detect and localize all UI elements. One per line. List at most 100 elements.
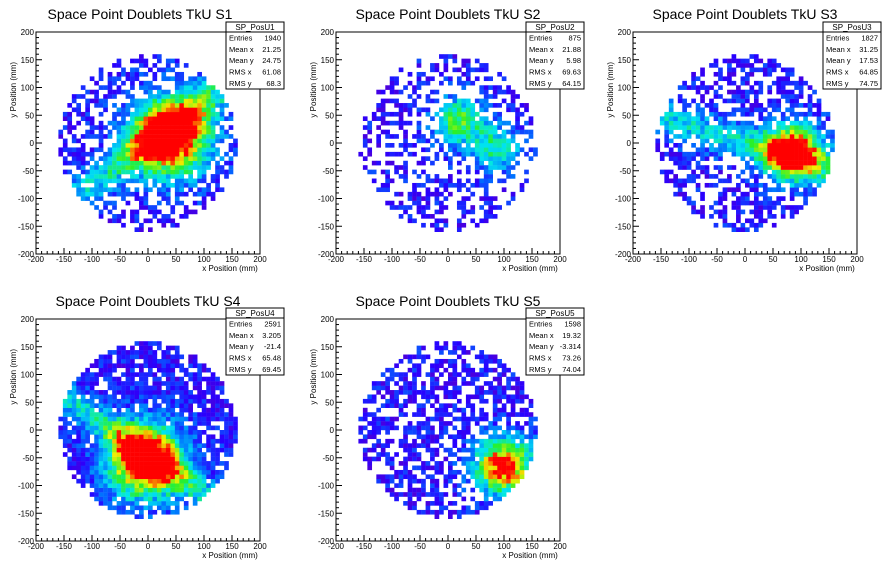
heatmap-cell	[165, 381, 171, 386]
heatmap-cell	[179, 398, 185, 404]
heatmap-cell	[421, 160, 426, 166]
heatmap-cell	[143, 452, 149, 457]
heatmap-cell	[152, 421, 158, 426]
heatmap-cell	[412, 89, 417, 95]
heatmap-cell	[116, 478, 122, 484]
heatmap-cell	[156, 151, 162, 157]
y-tick-label: -200	[615, 250, 632, 259]
heatmap-cell	[430, 214, 435, 219]
heatmap-cell	[206, 487, 211, 493]
heatmap-cell	[789, 165, 795, 170]
heatmap-cell	[430, 63, 435, 68]
heatmap-cell	[188, 178, 193, 184]
heatmap-cell	[501, 385, 507, 391]
heatmap-cell	[430, 385, 435, 391]
heatmap-cell	[116, 469, 122, 475]
heatmap-cell	[98, 425, 104, 431]
heatmap-cell	[179, 94, 185, 99]
heatmap-cell	[762, 71, 768, 77]
heatmap-cell	[143, 372, 149, 377]
heatmap-cell	[148, 496, 153, 502]
heatmap-cell	[174, 107, 180, 113]
heatmap-cell	[425, 372, 431, 377]
heatmap-cell	[713, 71, 719, 77]
heatmap-cell	[183, 125, 189, 130]
heatmap-cell	[112, 218, 117, 224]
heatmap-cell	[479, 63, 485, 68]
heatmap-cell	[103, 363, 108, 369]
heatmap-cell	[152, 156, 158, 161]
heatmap-cell	[188, 116, 193, 121]
heatmap-cell	[174, 461, 180, 466]
heatmap-cell	[474, 505, 480, 511]
heatmap-cell	[201, 147, 207, 153]
heatmap-cell	[785, 143, 790, 148]
heatmap-cell	[62, 416, 68, 422]
heatmap-cell	[215, 398, 220, 404]
heatmap-cell	[407, 151, 413, 157]
heatmap-cell	[125, 478, 131, 484]
histogram-pad-1: Space Point Doublets TkU S1-200 -150 -100-…	[9, 6, 285, 273]
heatmap-cell	[85, 381, 90, 386]
heatmap-cell	[161, 71, 167, 77]
heatmap-cell	[762, 205, 768, 210]
heatmap-cell	[807, 147, 813, 153]
heatmap-cell	[165, 456, 171, 462]
heatmap-cell	[228, 416, 234, 422]
heatmap-cell	[483, 200, 489, 206]
heatmap-cell	[762, 218, 768, 224]
heatmap-cell	[148, 452, 153, 457]
heatmap-cell	[668, 169, 674, 175]
heatmap-cell	[443, 151, 449, 157]
heatmap-cell	[201, 403, 207, 408]
heatmap-cell	[389, 394, 395, 400]
heatmap-cell	[470, 403, 476, 408]
heatmap-cell	[161, 178, 167, 184]
heatmap-cell	[695, 147, 701, 153]
heatmap-cell	[161, 156, 167, 161]
heatmap-cell	[156, 103, 162, 108]
heatmap-cell	[483, 125, 489, 130]
heatmap-cell	[389, 98, 395, 104]
heatmap-cell	[380, 103, 386, 108]
heatmap-cell	[179, 456, 185, 462]
heatmap-cell	[780, 187, 786, 193]
heatmap-cell	[767, 103, 773, 108]
heatmap-cell	[749, 120, 755, 126]
heatmap-cell	[430, 367, 435, 373]
heatmap-cell	[62, 443, 68, 448]
heatmap-cell	[89, 469, 95, 475]
heatmap-cell	[456, 483, 462, 488]
heatmap-cell	[722, 111, 728, 117]
heatmap-cell	[201, 205, 207, 210]
heatmap-cell	[506, 474, 511, 480]
heatmap-cell	[148, 111, 153, 117]
heatmap-cell	[71, 425, 77, 431]
heatmap-cell	[718, 76, 723, 82]
heatmap-cell	[497, 438, 502, 444]
heatmap-cell	[376, 125, 381, 130]
heatmap-cell	[407, 483, 413, 488]
heatmap-cell	[170, 169, 176, 175]
heatmap-cell	[456, 134, 462, 139]
heatmap-cell	[98, 125, 104, 130]
heatmap-cell	[695, 116, 701, 121]
heatmap-cell	[780, 205, 786, 210]
heatmap-cell	[452, 58, 458, 64]
heatmap-cell	[497, 363, 502, 369]
heatmap-cell	[753, 156, 759, 161]
heatmap-cell	[448, 412, 453, 417]
heatmap-cell	[664, 134, 670, 139]
heatmap-cell	[718, 67, 723, 73]
heatmap-cell	[421, 134, 426, 139]
heatmap-cell	[179, 461, 185, 466]
heatmap-cell	[183, 385, 189, 391]
heatmap-cell	[165, 416, 171, 422]
heatmap-cell	[483, 129, 489, 135]
heatmap-cell	[148, 125, 153, 130]
heatmap-cell	[143, 151, 149, 157]
heatmap-cell	[210, 98, 216, 104]
heatmap-cell	[421, 222, 426, 228]
stats-value: 3.205	[262, 331, 281, 340]
heatmap-cell	[780, 134, 786, 139]
